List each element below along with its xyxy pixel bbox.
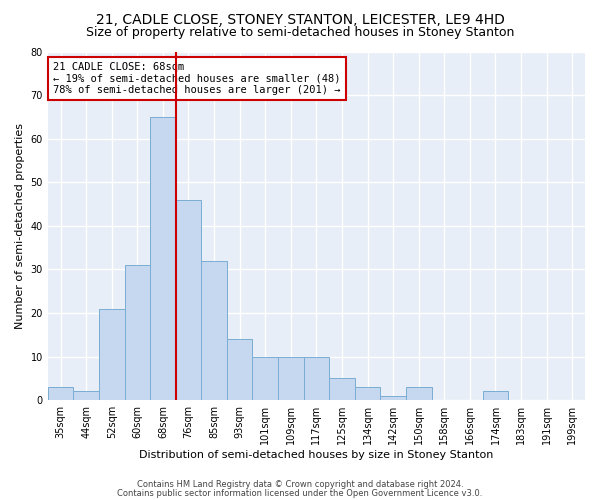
Bar: [48, 387, 73, 400]
Bar: [201, 260, 227, 400]
Text: 21 CADLE CLOSE: 68sqm
← 19% of semi-detached houses are smaller (48)
78% of semi: 21 CADLE CLOSE: 68sqm ← 19% of semi-deta…: [53, 62, 341, 95]
Bar: [278, 356, 304, 400]
Bar: [355, 387, 380, 400]
Bar: [329, 378, 355, 400]
Bar: [125, 265, 150, 400]
X-axis label: Distribution of semi-detached houses by size in Stoney Stanton: Distribution of semi-detached houses by …: [139, 450, 494, 460]
Bar: [73, 392, 99, 400]
Bar: [176, 200, 201, 400]
Bar: [380, 396, 406, 400]
Bar: [253, 356, 278, 400]
Bar: [304, 356, 329, 400]
Bar: [227, 339, 253, 400]
Text: 21, CADLE CLOSE, STONEY STANTON, LEICESTER, LE9 4HD: 21, CADLE CLOSE, STONEY STANTON, LEICEST…: [95, 12, 505, 26]
Bar: [150, 117, 176, 400]
Text: Contains HM Land Registry data © Crown copyright and database right 2024.: Contains HM Land Registry data © Crown c…: [137, 480, 463, 489]
Y-axis label: Number of semi-detached properties: Number of semi-detached properties: [15, 123, 25, 329]
Text: Size of property relative to semi-detached houses in Stoney Stanton: Size of property relative to semi-detach…: [86, 26, 514, 39]
Bar: [99, 308, 125, 400]
Text: Contains public sector information licensed under the Open Government Licence v3: Contains public sector information licen…: [118, 488, 482, 498]
Bar: [482, 392, 508, 400]
Bar: [406, 387, 431, 400]
